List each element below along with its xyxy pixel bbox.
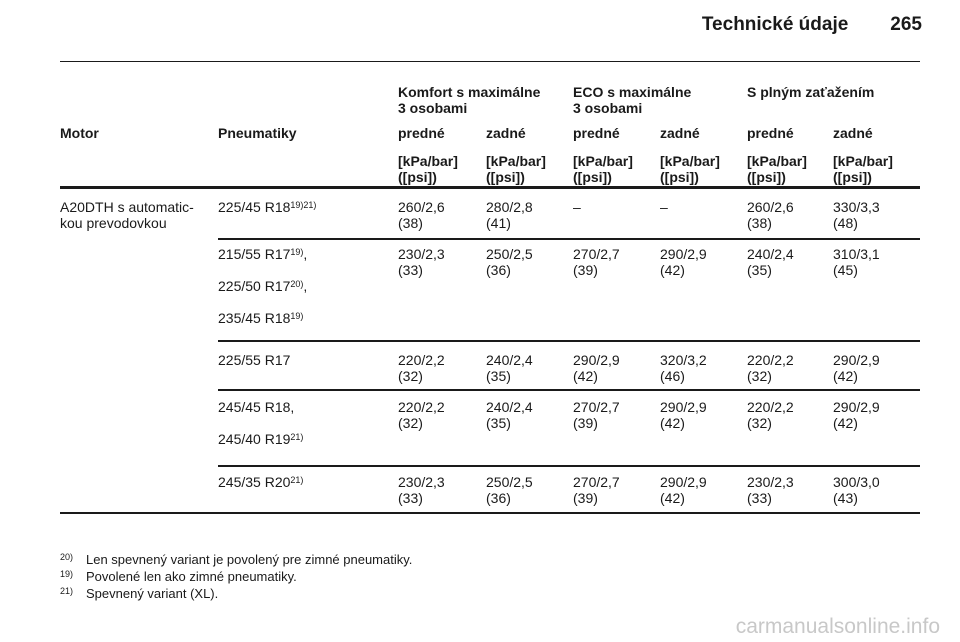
pressure-value: 250/2,5 (36): [486, 474, 533, 506]
footnote-text: Povolené len ako zimné pneumatiky.: [86, 569, 297, 584]
footnote-mark: 20): [60, 552, 74, 562]
pressure-value: 330/3,3 (48): [833, 199, 880, 231]
footnote-mark: 21): [60, 586, 74, 596]
footnote-text: Len spevnený variant je povolený pre zim…: [86, 552, 413, 567]
subhead-front: predné: [398, 125, 445, 141]
pressure-value: 280/2,8 (41): [486, 199, 533, 231]
tire-size: 235/45 R1819): [218, 310, 304, 326]
pressure-value: 230/2,3 (33): [398, 474, 445, 506]
group-full-load-heading: S plným zaťažením: [747, 84, 875, 100]
row-divider: [218, 465, 920, 467]
header-rule: [60, 61, 920, 62]
footnote: 19) Povolené len ako zimné pneumatiky.: [60, 568, 412, 585]
tire-size: 245/45 R18,: [218, 399, 295, 415]
pressure-value: 230/2,3 (33): [747, 474, 794, 506]
unit-label: [kPa/bar] ([psi]): [573, 153, 633, 185]
footnote-mark: 19): [60, 569, 74, 579]
motor-value: A20DTH s automatic- kou prevodovkou: [60, 199, 194, 231]
subhead-rear: zadné: [660, 125, 700, 141]
pressure-value: 220/2,2 (32): [747, 352, 794, 384]
table-header-rule: [60, 186, 920, 189]
row-divider: [218, 340, 920, 342]
group-eco-heading: ECO s maximálne 3 osobami: [573, 84, 692, 116]
pressure-value: 240/2,4 (35): [486, 352, 533, 384]
unit-label: [kPa/bar] ([psi]): [747, 153, 807, 185]
pressure-value: 260/2,6 (38): [398, 199, 445, 231]
subhead-front: predné: [747, 125, 794, 141]
pressure-value: 290/2,9 (42): [660, 474, 707, 506]
pressure-value: 290/2,9 (42): [833, 352, 880, 384]
pressure-value: 220/2,2 (32): [398, 399, 445, 431]
tire-size: 215/55 R1719),: [218, 246, 308, 262]
pressure-value: 290/2,9 (42): [660, 399, 707, 431]
footnote: 20) Len spevnený variant je povolený pre…: [60, 551, 412, 568]
pressure-value: 220/2,2 (32): [747, 399, 794, 431]
page-title: Technické údaje: [701, 14, 849, 35]
pressure-value: 290/2,9 (42): [573, 352, 620, 384]
watermark: carmanualsonline.info: [735, 615, 940, 638]
subhead-rear: zadné: [486, 125, 526, 141]
pressure-value: 270/2,7 (39): [573, 399, 620, 431]
pressure-value: –: [573, 199, 581, 215]
page-header: Technické údaje 265: [0, 14, 922, 36]
footnotes: 20) Len spevnený variant je povolený pre…: [60, 551, 412, 602]
group-comfort-heading: Komfort s maximálne 3 osobami: [398, 84, 541, 116]
pressure-value: 230/2,3 (33): [398, 246, 445, 278]
column-tires-heading: Pneumatiky: [218, 125, 297, 141]
subhead-rear: zadné: [833, 125, 873, 141]
subhead-front: predné: [573, 125, 620, 141]
pressure-value: 220/2,2 (32): [398, 352, 445, 384]
footnote-text: Spevnený variant (XL).: [86, 586, 219, 601]
pressure-value: 240/2,4 (35): [486, 399, 533, 431]
footnote: 21) Spevnený variant (XL).: [60, 585, 412, 602]
table-bottom-rule: [60, 512, 920, 514]
pressure-value: –: [660, 199, 668, 215]
column-motor-heading: Motor: [60, 125, 99, 141]
pressure-value: 270/2,7 (39): [573, 474, 620, 506]
unit-label: [kPa/bar] ([psi]): [398, 153, 458, 185]
pressure-value: 250/2,5 (36): [486, 246, 533, 278]
pressure-value: 300/3,0 (43): [833, 474, 880, 506]
unit-label: [kPa/bar] ([psi]): [486, 153, 546, 185]
row-divider: [218, 238, 920, 240]
page-number: 265: [890, 14, 922, 35]
pressure-value: 270/2,7 (39): [573, 246, 620, 278]
pressure-value: 310/3,1 (45): [833, 246, 880, 278]
tire-size: 225/45 R1819)21): [218, 199, 317, 215]
tire-size: 225/50 R1720),: [218, 278, 308, 294]
tire-size: 225/55 R17: [218, 352, 291, 368]
pressure-value: 290/2,9 (42): [660, 246, 707, 278]
unit-label: [kPa/bar] ([psi]): [660, 153, 720, 185]
pressure-value: 260/2,6 (38): [747, 199, 794, 231]
tire-size: 245/35 R2021): [218, 474, 304, 490]
tire-size: 245/40 R1921): [218, 431, 304, 447]
row-divider: [218, 389, 920, 391]
pressure-value: 320/3,2 (46): [660, 352, 707, 384]
pressure-value: 240/2,4 (35): [747, 246, 794, 278]
pressure-value: 290/2,9 (42): [833, 399, 880, 431]
unit-label: [kPa/bar] ([psi]): [833, 153, 893, 185]
